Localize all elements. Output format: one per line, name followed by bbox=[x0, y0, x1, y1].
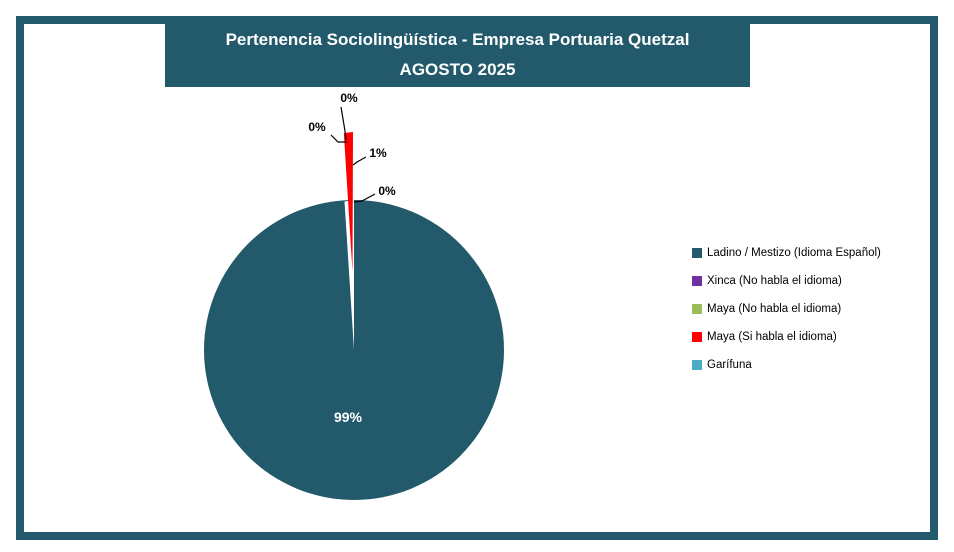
chart-title: Pertenencia Sociolingüística - Empresa P… bbox=[165, 22, 750, 87]
legend-label-maya-no: Maya (No habla el idioma) bbox=[707, 303, 842, 315]
legend-label-garifuna: Garífuna bbox=[707, 359, 752, 371]
legend-swatch-garifuna bbox=[692, 360, 702, 370]
legend-label-xinca: Xinca (No habla el idioma) bbox=[707, 275, 842, 287]
legend-label-maya-si: Maya (Si habla el idioma) bbox=[707, 331, 837, 343]
legend-item-garifuna[interactable]: Garífuna bbox=[692, 359, 932, 371]
leader-line-top bbox=[340, 106, 347, 141]
pie-slice-maya-si[interactable] bbox=[343, 132, 353, 272]
data-label-upper-left: 0% bbox=[308, 120, 326, 134]
legend-item-xinca[interactable]: Xinca (No habla el idioma) bbox=[692, 275, 932, 287]
chart-title-line1: Pertenencia Sociolingüística - Empresa P… bbox=[225, 29, 690, 49]
chart-title-line2: AGOSTO 2025 bbox=[399, 59, 516, 79]
legend-swatch-maya-si bbox=[692, 332, 702, 342]
data-label-lower: 0% bbox=[378, 184, 396, 198]
legend-item-maya-si[interactable]: Maya (Si habla el idioma) bbox=[692, 331, 932, 343]
data-label-right: 1% bbox=[369, 146, 387, 160]
legend-label-ladino: Ladino / Mestizo (Idioma Español) bbox=[707, 247, 881, 259]
leader-line-lower bbox=[353, 193, 376, 203]
legend-item-ladino[interactable]: Ladino / Mestizo (Idioma Español) bbox=[692, 247, 932, 259]
legend-swatch-maya-no bbox=[692, 304, 702, 314]
legend-swatch-ladino bbox=[692, 248, 702, 258]
data-label-center: 99% bbox=[333, 409, 363, 425]
leader-line-right bbox=[352, 156, 367, 166]
legend: Ladino / Mestizo (Idioma Español) Xinca … bbox=[692, 247, 932, 387]
leader-line-upper-left bbox=[330, 134, 347, 143]
legend-item-maya-no[interactable]: Maya (No habla el idioma) bbox=[692, 303, 932, 315]
chart-border-frame bbox=[16, 16, 938, 540]
legend-swatch-xinca bbox=[692, 276, 702, 286]
data-label-top: 0% bbox=[340, 91, 358, 105]
